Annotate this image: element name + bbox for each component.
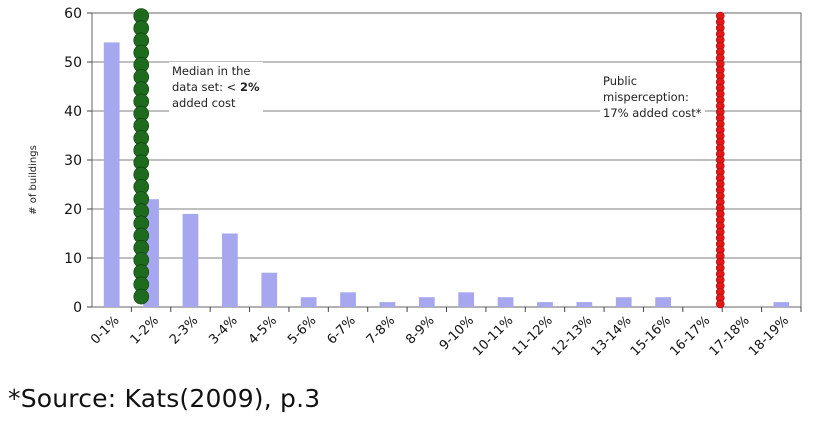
x-tick-label: 11-12% [510,313,556,359]
y-tick-label: 10 [64,251,82,267]
x-tick-label: 17-18% [707,313,753,359]
x-tick-label: 10-11% [470,313,516,359]
y-tick-label: 40 [64,104,82,120]
median-annotation-line3: added cost [172,96,236,110]
public-annotation-line1: Public [603,74,638,88]
x-tick-label: 3-4% [206,313,240,347]
x-tick-label: 16-17% [667,313,713,359]
public-annotation-line2: misperception: [603,90,689,104]
public-misperception-line [715,11,725,309]
bar-3-4% [221,233,238,307]
x-tick-label: 6-7% [324,313,358,347]
y-axis-label: # of buildings [28,145,39,215]
median-annotation: Median in the data set: < 2% added cost [169,62,263,112]
x-tick-label: 8-9% [403,313,437,347]
bar-chart: 0 10 20 30 40 50 60 0-1% 1-2% 2-3% 3-4% 4-5% 5-6% 6-… [28,6,802,359]
bar-4-5% [261,272,278,307]
y-axis-ticks: 0 10 20 30 40 50 60 [64,6,92,316]
source-citation: *Source: Kats(2009), p.3 [8,384,321,413]
median-annotation-bold: 2% [239,80,260,94]
y-tick-label: 50 [64,55,82,71]
median-annotation-prefix: data set: < [172,80,240,94]
bar-2-3% [182,213,199,307]
reference-lines [133,8,725,309]
reference-line-dot [133,288,150,305]
bar-6-7% [340,292,356,307]
x-tick-label: 0-1% [88,313,122,347]
public-misperception-annotation: Public misperception: 17% added cost* [600,72,705,122]
x-tick-label: 13-14% [589,313,635,359]
bar-8-9% [418,297,435,307]
bar-15-16% [655,297,672,307]
median-annotation-line2: data set: < 2% [172,79,260,95]
bar-11-12% [537,302,553,307]
bar-7-8% [379,302,396,307]
bar-18-19% [773,302,790,307]
y-tick-label: 30 [64,153,82,169]
bar-13-14% [615,297,632,307]
median-reference-line [133,8,150,305]
x-axis-ticks: 0-1% 1-2% 2-3% 3-4% 4-5% 5-6% 6-7% 7-8% 8-9% 9-10… [88,307,802,359]
public-annotation-line3: 17% added cost* [603,106,702,120]
x-tick-label: 7-8% [364,313,398,347]
bar-0-1% [103,42,120,308]
reference-line-dot [715,299,725,309]
bar-5-6% [300,297,317,307]
median-annotation-line1: Median in the [172,64,251,78]
x-tick-label: 2-3% [167,313,201,347]
y-tick-label: 0 [73,300,82,316]
bar-10-11% [497,297,514,307]
y-tick-label: 60 [64,6,82,22]
x-tick-label: 18-19% [746,313,792,359]
bar-12-13% [576,302,593,307]
x-tick-label: 12-13% [549,313,595,359]
y-tick-label: 20 [64,202,82,218]
x-tick-label: 15-16% [628,313,674,359]
x-tick-label: 1-2% [128,313,162,347]
bar-9-10% [458,292,475,307]
x-tick-label: 5-6% [285,313,319,347]
x-tick-label: 4-5% [246,313,280,347]
